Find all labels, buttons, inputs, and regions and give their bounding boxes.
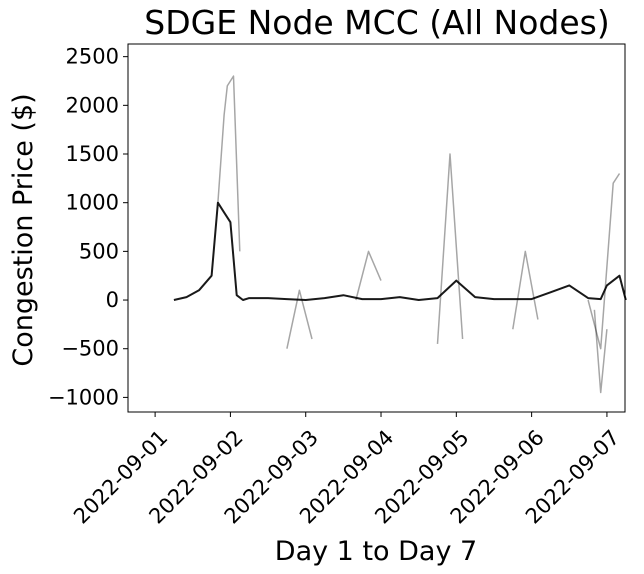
plot-frame	[127, 43, 626, 413]
series-line-6	[512, 250, 539, 330]
y-tick-label: 2500	[66, 45, 119, 69]
chart-title: SDGE Node MCC (All Nodes)	[144, 3, 609, 42]
y-tick-label: 0	[106, 288, 119, 312]
series-line-5	[436, 153, 464, 344]
y-tick-label: 1000	[66, 191, 119, 215]
y-tick-label: −1000	[48, 385, 119, 409]
series-line-4	[355, 250, 382, 301]
series-line-8	[593, 309, 608, 394]
y-tick-label: 2000	[66, 93, 119, 117]
series-line-1	[173, 201, 627, 301]
series-line-7	[587, 173, 621, 350]
y-axis-label: Congestion Price ($)	[8, 93, 39, 366]
x-axis: 2022-09-012022-09-022022-09-032022-09-04…	[69, 412, 624, 529]
y-tick-label: 1500	[66, 142, 119, 166]
series-line-2	[217, 75, 241, 252]
plot-area	[173, 75, 627, 394]
series-line-3	[286, 289, 313, 349]
y-tick-label: −500	[61, 337, 119, 361]
y-tick-label: 500	[79, 239, 119, 263]
x-axis-label: Day 1 to Day 7	[275, 536, 477, 567]
y-axis: 2500 2000 1500 1000 500 0 −500 −1000	[48, 45, 128, 409]
